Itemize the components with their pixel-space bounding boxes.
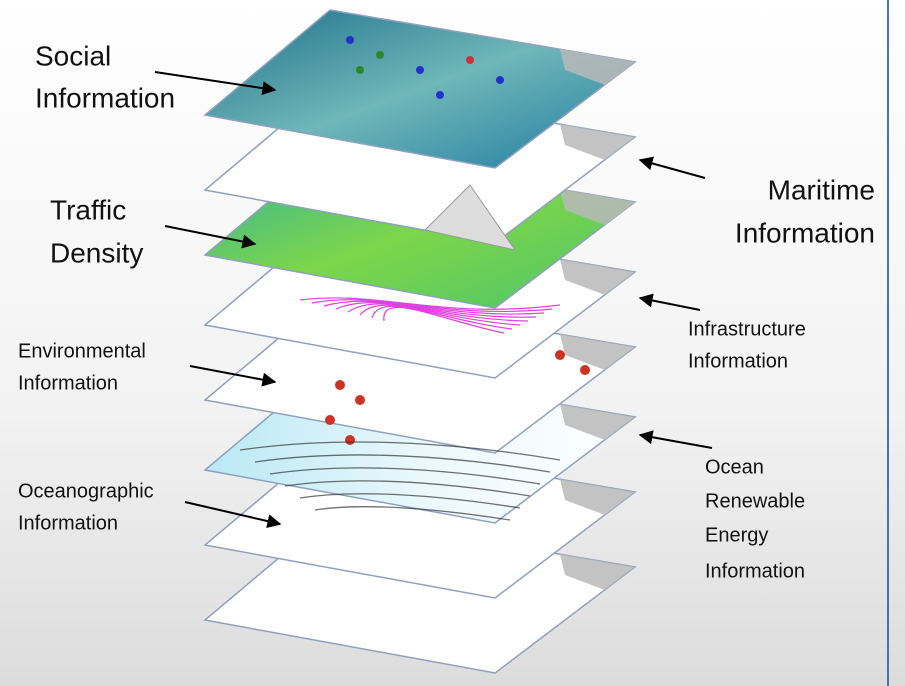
route-line	[299, 297, 561, 310]
land-patch	[560, 479, 635, 515]
route-line	[323, 300, 545, 315]
label: Information	[705, 560, 805, 582]
map-dot	[496, 76, 504, 84]
label: Information	[735, 217, 875, 248]
contour	[254, 454, 551, 473]
env-mark	[580, 365, 590, 375]
contour	[284, 480, 531, 497]
label: Oceanographic	[18, 480, 154, 502]
env-mark	[345, 435, 355, 445]
map-dot	[416, 66, 424, 74]
arrow	[154, 71, 277, 96]
land-patch	[560, 124, 635, 160]
map-dot	[346, 36, 354, 44]
arrow	[164, 225, 257, 249]
land-patch	[560, 554, 635, 590]
land-patch	[560, 49, 635, 85]
label: Energy	[705, 524, 768, 546]
arrow	[638, 156, 706, 179]
label: Information	[18, 372, 118, 394]
land-patch	[560, 334, 635, 370]
arrow	[189, 365, 277, 387]
arrow	[638, 430, 713, 449]
label: Maritime	[768, 174, 875, 205]
route-line	[359, 304, 521, 326]
map-dot	[356, 66, 364, 74]
route-line	[335, 302, 537, 318]
label: Infrastructure	[688, 318, 806, 340]
map-layer	[203, 9, 637, 169]
env-mark	[335, 380, 345, 390]
contour	[299, 493, 521, 509]
label: Social	[35, 40, 111, 71]
route-line	[347, 303, 529, 322]
map-dot	[436, 91, 444, 99]
env-mark	[555, 350, 565, 360]
map-dot	[466, 56, 474, 64]
label: Density	[50, 237, 143, 268]
map-dot	[376, 51, 384, 59]
contour	[239, 441, 561, 461]
label: Information	[688, 350, 788, 372]
land-patch	[560, 259, 635, 295]
contour	[314, 506, 511, 521]
label: Renewable	[705, 490, 805, 512]
highlight-area	[424, 184, 517, 251]
label: Environmental	[18, 340, 146, 362]
route-line	[311, 299, 553, 313]
label: Traffic	[50, 194, 126, 225]
route-line	[383, 306, 505, 334]
env-mark	[325, 415, 335, 425]
land-patch	[560, 189, 635, 225]
arrow	[184, 501, 282, 528]
layers	[203, 9, 637, 674]
env-mark	[355, 395, 365, 405]
contour	[269, 467, 541, 485]
label: Ocean	[705, 456, 764, 478]
route-line	[371, 305, 513, 330]
land-patch	[560, 404, 635, 440]
arrow	[638, 293, 701, 311]
label: Information	[35, 82, 175, 113]
label: Information	[18, 512, 118, 534]
